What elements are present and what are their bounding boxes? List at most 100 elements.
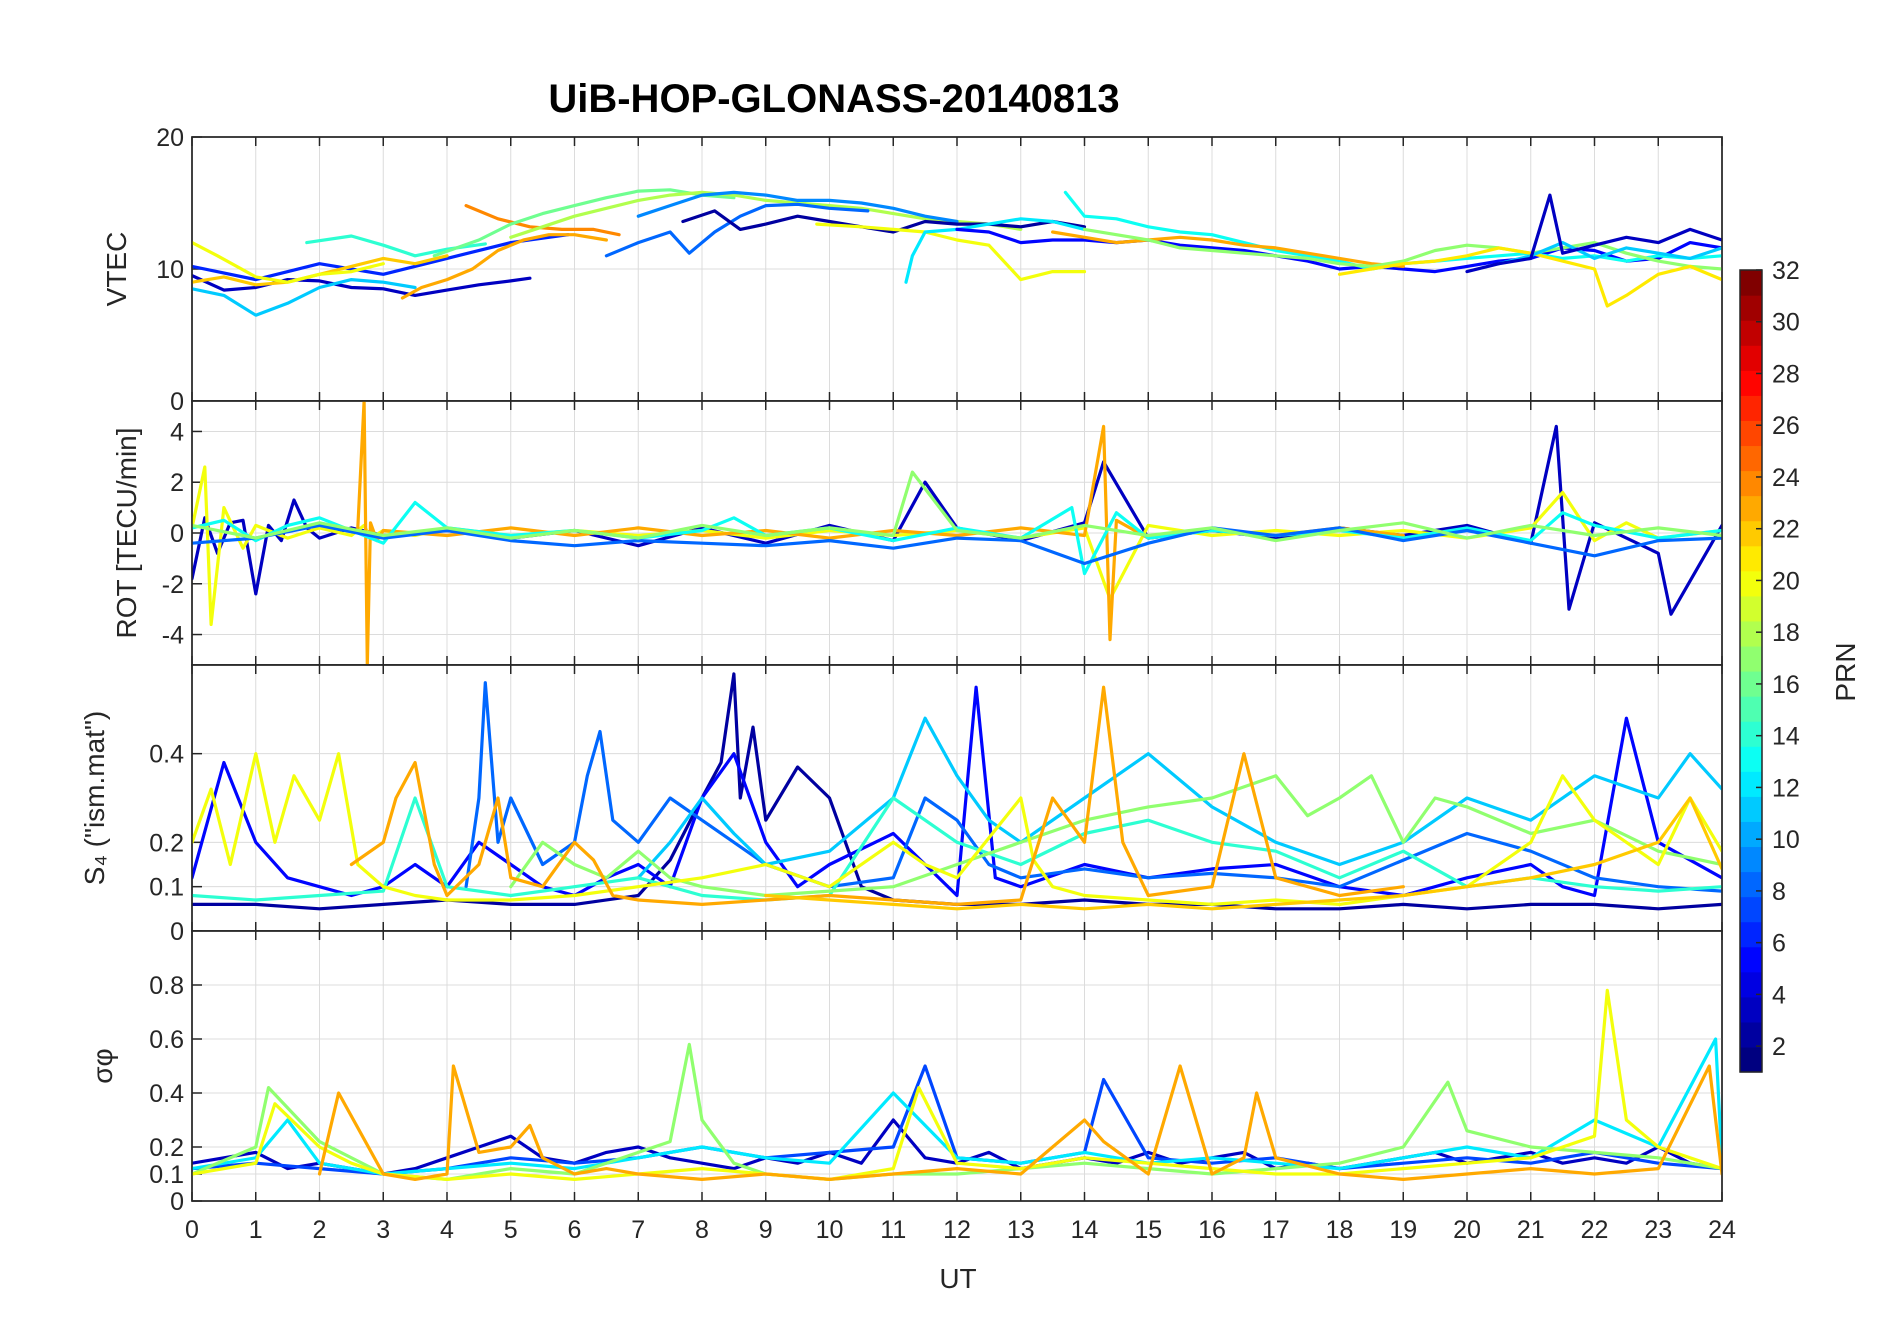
x-tick-label: 10 — [816, 1216, 844, 1244]
x-tick-label: 22 — [1581, 1216, 1609, 1244]
y-tick-label: 0.8 — [149, 972, 184, 1000]
x-tick-label: 19 — [1389, 1216, 1417, 1244]
series-group — [192, 988, 1722, 1181]
y-tick-label: 0.2 — [149, 829, 184, 857]
colorbar-swatch — [1740, 671, 1762, 697]
colorbar-tick-label: 6 — [1772, 930, 1786, 958]
series-line-prn-14 — [192, 796, 1722, 902]
x-tick-label: 11 — [880, 1216, 906, 1244]
x-tick-label: 3 — [376, 1216, 390, 1244]
x-tick-label: 7 — [631, 1216, 645, 1244]
x-tick-label: 12 — [943, 1216, 971, 1244]
series-line-prn-20 — [192, 752, 1722, 906]
x-tick-label: 16 — [1198, 1216, 1226, 1244]
series-line-prn-5 — [192, 685, 1722, 898]
colorbar-tick-label: 18 — [1772, 619, 1800, 647]
series-group — [192, 188, 1722, 317]
y-axis-label: S₄ ("ism.mat") — [79, 711, 110, 885]
colorbar-tick-label: 30 — [1772, 309, 1800, 337]
panel-sigmaphi: 00.10.2 0.4 0.6 0.8 σφ — [87, 930, 1723, 1216]
y-tick-label: 0.4 — [149, 1080, 184, 1108]
colorbar-tick-label: 32 — [1772, 257, 1800, 285]
series-group — [192, 672, 1722, 911]
colorbar-tick-label: 16 — [1772, 671, 1800, 699]
series-line-prn-11 — [636, 716, 1722, 880]
series-line-prn-8 — [192, 523, 1722, 566]
x-tick-label: 9 — [759, 1216, 773, 1244]
colorbar-swatch — [1740, 846, 1762, 873]
colorbar-swatch — [1740, 320, 1762, 346]
colorbar-swatch — [1740, 721, 1762, 747]
x-tick-label: 15 — [1134, 1216, 1162, 1244]
colorbar-swatch — [1740, 1046, 1762, 1073]
colorbar-swatch — [1740, 946, 1762, 973]
series-line-prn-21 — [1337, 246, 1722, 308]
colorbar-swatch — [1740, 570, 1762, 597]
series-line-prn-11 — [1497, 241, 1722, 266]
x-tick-label: 2 — [313, 1216, 327, 1244]
y-tick-label: 0 — [170, 388, 184, 416]
series-group — [192, 401, 1722, 665]
colorbar-tick-label: 26 — [1772, 412, 1800, 440]
y-tick-label: 0.1 — [149, 874, 184, 902]
series-line-prn-6 — [192, 233, 570, 282]
colorbar-swatch — [1740, 996, 1762, 1023]
colorbar-swatch — [1740, 595, 1762, 622]
colorbar-swatch — [1740, 796, 1762, 822]
colorbar-swatch — [1740, 971, 1762, 998]
colorbar-swatch — [1740, 1021, 1762, 1048]
y-tick-label: 4 — [170, 418, 184, 446]
y-axis-label: ROT [TECU/min] — [111, 427, 142, 638]
y-tick-label: 0 — [170, 520, 184, 548]
x-tick-label: 1 — [249, 1216, 263, 1244]
series-line-prn-17 — [509, 774, 1722, 898]
series-line-prn-23 — [317, 1064, 1722, 1181]
x-tick-label: 6 — [568, 1216, 582, 1244]
y-tick-label: 0.6 — [149, 1026, 184, 1054]
x-tick-label: 8 — [695, 1216, 709, 1244]
colorbar-swatch — [1740, 645, 1762, 672]
series-line-prn-9 — [636, 190, 959, 224]
x-tick-label: 14 — [1071, 1216, 1099, 1244]
panel-rot: -4 -2 0 2 4 ROT [TECU/min] — [111, 400, 1723, 666]
colorbar-swatch — [1740, 896, 1762, 923]
y-axis-label: σφ — [87, 1048, 118, 1083]
series-line-prn-2 — [192, 672, 1722, 911]
colorbar-swatch — [1740, 520, 1762, 547]
colorbar-swatch — [1740, 746, 1762, 772]
colorbar-swatch — [1740, 921, 1762, 948]
series-line-prn-17 — [1082, 227, 1722, 271]
colorbar-swatch — [1740, 545, 1762, 572]
colorbar-tick-label: 22 — [1772, 516, 1800, 544]
series-line-prn-18 — [509, 190, 1023, 239]
series-line-prn-11 — [192, 278, 417, 317]
x-tick-label: 23 — [1644, 1216, 1672, 1244]
x-tick-label: 13 — [1007, 1216, 1035, 1244]
panel-vtec: 0 10 20 VTEC — [101, 124, 1723, 416]
y-tick-label: 20 — [156, 124, 184, 152]
colorbar-swatch — [1740, 620, 1762, 647]
plot-border — [191, 930, 1723, 1202]
x-axis-label: UT — [939, 1263, 976, 1294]
y-tick-label: 2 — [170, 469, 184, 497]
x-tick-label: 18 — [1326, 1216, 1354, 1244]
series-line-prn-8 — [464, 681, 1722, 893]
colorbar-swatch — [1740, 696, 1762, 722]
panel-s4: 0 0.1 0.2 0.4 S₄ ("ism.mat") — [79, 664, 1723, 946]
series-line-prn-22 — [764, 796, 1722, 911]
series-line-prn-20 — [192, 241, 385, 284]
series-line-prn-3 — [192, 274, 532, 297]
colorbar-tick-label: 10 — [1772, 826, 1800, 854]
series-line-prn-23 — [1051, 230, 1405, 268]
colorbar-swatch — [1740, 771, 1762, 797]
colorbar-swatch — [1740, 370, 1762, 396]
x-tick-label: 20 — [1453, 1216, 1481, 1244]
colorbar-swatch — [1740, 495, 1762, 522]
x-tick-label: 4 — [440, 1216, 454, 1244]
y-tick-label: 0 — [170, 918, 184, 946]
colorbar-swatch — [1740, 270, 1762, 296]
colorbar-tick-label: 24 — [1772, 464, 1800, 492]
colorbar-tick-label: 14 — [1772, 723, 1800, 751]
